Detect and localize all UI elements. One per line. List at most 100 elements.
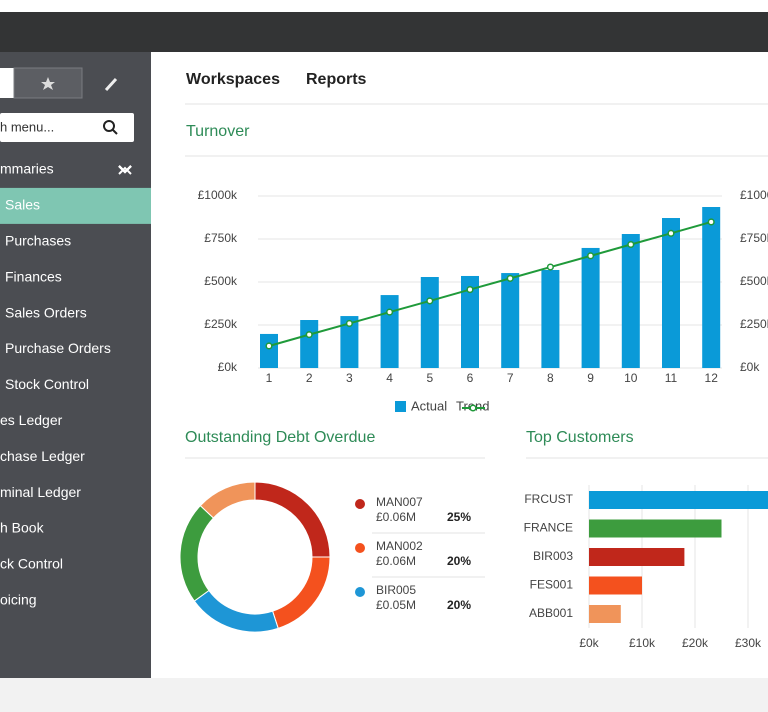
search-placeholder: h menu...	[0, 119, 54, 134]
y-tick-label: FRANCE	[524, 521, 573, 535]
x-tick-label: £30k	[735, 636, 762, 650]
trend-point	[345, 319, 353, 328]
search-icon[interactable]	[103, 120, 115, 132]
menu-item[interactable]: Purchase Orders	[5, 340, 111, 356]
menu-item[interactable]: oicing	[0, 592, 37, 608]
bar	[589, 491, 768, 509]
menu-item[interactable]: Sales	[5, 197, 40, 213]
x-tick-label: 6	[467, 371, 474, 385]
tab[interactable]: Workspaces	[186, 71, 280, 88]
y-tick-label: £0k	[218, 360, 238, 374]
trend-point	[627, 240, 635, 249]
menu-item[interactable]: mmaries	[0, 161, 54, 177]
pencil-icon[interactable]	[104, 77, 118, 92]
shadow	[0, 678, 768, 712]
legend-dot	[355, 543, 365, 553]
y2-tick-label: £0k	[740, 360, 760, 374]
bar	[420, 277, 439, 368]
bar	[621, 234, 640, 368]
y2-tick-label: £250k	[740, 317, 768, 331]
y-tick-label: £750k	[204, 231, 238, 245]
search-box[interactable]	[0, 113, 134, 142]
x-tick-label: 8	[547, 371, 554, 385]
trend-point	[667, 229, 675, 237]
y2-tick-label: £750k	[740, 231, 768, 245]
bar	[589, 605, 621, 623]
y2-tick-label: £500k	[740, 274, 768, 288]
trend-point	[305, 331, 313, 339]
y-tick-label: BIR003	[533, 549, 573, 563]
bar	[340, 316, 359, 368]
x-tick-label: 3	[346, 371, 353, 385]
y-tick-label: £250k	[204, 317, 238, 331]
trend-point	[506, 274, 514, 282]
y-tick-label: ABB001	[529, 606, 573, 620]
menu-item[interactable]: chase Ledger	[0, 448, 85, 464]
legend-swatch	[469, 404, 477, 412]
menu-item[interactable]: Stock Control	[5, 376, 89, 392]
trend-point	[546, 263, 554, 271]
x-tick-label: 10	[624, 371, 638, 385]
x-tick-label: 4	[386, 371, 393, 385]
legend-amount: £0.05M	[376, 598, 416, 612]
menu-item[interactable]: Purchases	[5, 233, 71, 249]
bar	[702, 207, 721, 368]
chart-title: Outstanding Debt Overdue	[185, 429, 375, 446]
menu-item[interactable]: Sales Orders	[5, 304, 87, 320]
legend-amount: £0.06M	[376, 554, 416, 568]
bar	[260, 333, 278, 368]
bar	[380, 295, 399, 368]
legend-swatch	[395, 401, 406, 412]
menu-item[interactable]: minal Ledger	[0, 484, 81, 500]
legend-label: MAN002	[376, 539, 423, 553]
y-tick-label: £500k	[204, 274, 238, 288]
menu-selected	[0, 187, 151, 224]
trend-point	[587, 252, 595, 260]
trend-point	[426, 297, 434, 305]
trend-point	[466, 286, 474, 294]
menu-item[interactable]: ck Control	[0, 556, 63, 572]
legend-percent: 25%	[447, 510, 471, 524]
trend-point	[386, 308, 394, 316]
bar	[501, 273, 520, 368]
trend-point	[265, 342, 273, 350]
bar	[589, 519, 722, 538]
menu-item[interactable]: es Ledger	[0, 412, 63, 428]
tab[interactable]: Reports	[306, 71, 367, 88]
y-tick-label: FRCUST	[524, 492, 573, 506]
trend-line	[268, 221, 712, 347]
legend-label: BIR005	[376, 583, 416, 597]
star-icon	[41, 77, 55, 90]
x-tick-label: £20k	[682, 636, 709, 650]
bar	[541, 269, 560, 368]
legend-amount: £0.06M	[376, 510, 416, 524]
bar	[581, 247, 600, 368]
x-tick-label: £10k	[629, 636, 656, 650]
x-tick-label: 9	[587, 371, 594, 385]
bar	[589, 576, 642, 595]
chevron	[118, 166, 132, 175]
x-tick-label: 5	[426, 371, 433, 385]
x-tick-label: 2	[306, 371, 313, 385]
x-tick-label: £0k	[579, 636, 599, 650]
bar	[300, 320, 319, 368]
trend-point	[707, 218, 715, 226]
y-tick-label: £1000k	[198, 188, 238, 202]
chart-title: Top Customers	[526, 429, 634, 446]
y2-tick-label: £1000k	[740, 188, 768, 202]
menu-item[interactable]: Finances	[5, 268, 62, 284]
legend-dot	[355, 587, 365, 597]
legend-percent: 20%	[447, 554, 471, 568]
chart-title: Turnover	[186, 123, 250, 140]
x-tick-label: 1	[266, 371, 273, 385]
bar	[662, 218, 680, 368]
tab-button[interactable]	[0, 68, 14, 98]
donut-segment	[199, 481, 256, 519]
legend-dot	[355, 499, 365, 509]
legend-label: Actual	[411, 398, 447, 413]
menu-item[interactable]: h Book	[0, 520, 45, 536]
bar	[589, 548, 685, 566]
sidebar	[0, 52, 151, 678]
